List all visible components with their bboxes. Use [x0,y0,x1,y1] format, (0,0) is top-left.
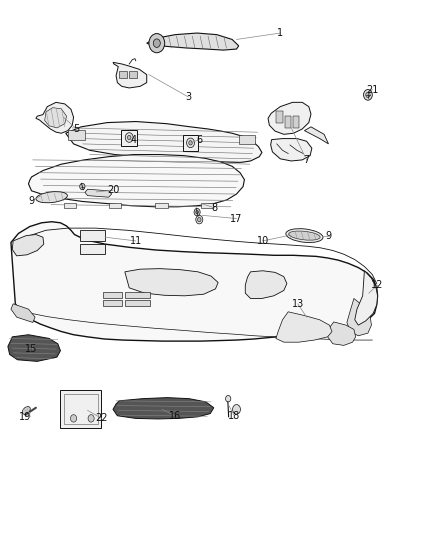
Text: 4: 4 [131,135,137,144]
Bar [125,300,150,306]
Text: 20: 20 [107,185,119,195]
Bar [239,135,255,144]
Ellipse shape [286,229,323,243]
Circle shape [364,90,372,100]
Text: 12: 12 [371,280,384,290]
Circle shape [226,395,231,402]
Bar [125,292,150,298]
Bar [129,71,137,78]
Polygon shape [45,108,67,128]
Circle shape [196,215,203,224]
Bar [155,203,168,208]
Text: 21: 21 [366,85,378,94]
Text: 6: 6 [196,135,202,144]
Polygon shape [245,271,287,298]
Text: 1: 1 [277,28,283,38]
Circle shape [80,183,85,190]
Polygon shape [66,122,262,163]
Text: 7: 7 [304,155,310,165]
Ellipse shape [22,407,30,414]
Polygon shape [28,155,244,207]
Circle shape [125,133,133,142]
Bar [285,116,291,128]
Text: 18: 18 [228,411,240,421]
Ellipse shape [289,231,320,240]
Text: 13: 13 [292,299,304,309]
Circle shape [233,405,240,414]
Text: 9: 9 [28,196,35,206]
Polygon shape [304,127,328,144]
Polygon shape [85,189,112,197]
Polygon shape [8,335,60,361]
Text: 19: 19 [19,412,32,422]
Bar [293,116,299,128]
Polygon shape [347,298,371,336]
Polygon shape [12,235,44,256]
Bar [119,71,127,78]
Polygon shape [355,271,378,325]
Circle shape [153,39,160,47]
Circle shape [189,141,192,145]
Text: 10: 10 [257,236,269,246]
Text: 15: 15 [25,344,38,354]
FancyBboxPatch shape [121,130,137,146]
Polygon shape [11,304,35,322]
Text: 9: 9 [325,231,332,240]
Text: 22: 22 [95,414,108,423]
Circle shape [127,135,131,140]
FancyBboxPatch shape [183,135,198,151]
Bar [201,203,213,208]
Text: 17: 17 [230,214,243,223]
Bar [276,111,283,123]
Circle shape [198,217,201,222]
Polygon shape [147,33,239,50]
Circle shape [88,415,94,422]
Text: 8: 8 [212,203,218,213]
Circle shape [194,208,200,216]
Polygon shape [113,62,147,88]
Bar [103,292,122,298]
Polygon shape [113,398,214,419]
Polygon shape [268,102,311,134]
Bar [80,230,105,241]
Polygon shape [11,222,378,341]
Bar [109,203,121,208]
Ellipse shape [36,192,67,203]
Circle shape [187,138,194,148]
Bar [64,203,76,208]
Polygon shape [276,312,332,342]
Circle shape [149,34,165,53]
Text: 5: 5 [74,124,80,134]
Circle shape [196,211,198,214]
Polygon shape [271,139,312,161]
Polygon shape [328,322,356,345]
Bar [103,300,122,306]
Bar [68,130,85,140]
Polygon shape [125,269,218,296]
Circle shape [71,415,77,422]
Polygon shape [36,102,74,133]
Text: 3: 3 [185,92,191,102]
Circle shape [366,92,370,98]
Text: 11: 11 [130,236,142,246]
Text: 16: 16 [169,411,181,421]
Bar [80,244,105,254]
FancyBboxPatch shape [60,390,101,428]
